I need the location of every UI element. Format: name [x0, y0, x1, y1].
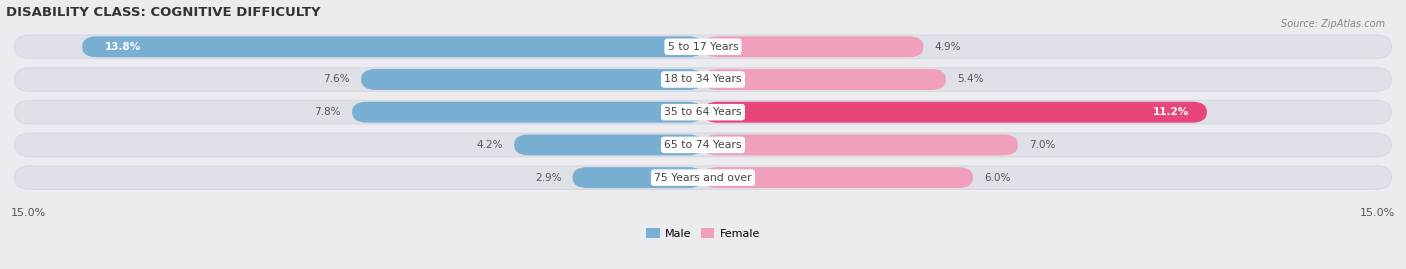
Text: 11.2%: 11.2% [1153, 107, 1189, 117]
Text: 7.6%: 7.6% [323, 75, 350, 84]
Text: 7.8%: 7.8% [315, 107, 340, 117]
Text: 13.8%: 13.8% [104, 42, 141, 52]
FancyBboxPatch shape [352, 102, 703, 123]
FancyBboxPatch shape [703, 69, 946, 90]
Text: 18 to 34 Years: 18 to 34 Years [664, 75, 742, 84]
Text: 75 Years and over: 75 Years and over [654, 173, 752, 183]
FancyBboxPatch shape [572, 167, 703, 188]
Text: 4.9%: 4.9% [935, 42, 962, 52]
Text: 6.0%: 6.0% [984, 173, 1011, 183]
FancyBboxPatch shape [703, 36, 924, 57]
FancyBboxPatch shape [14, 35, 1392, 59]
FancyBboxPatch shape [361, 69, 703, 90]
FancyBboxPatch shape [14, 68, 1392, 91]
Text: 65 to 74 Years: 65 to 74 Years [664, 140, 742, 150]
Text: 2.9%: 2.9% [534, 173, 561, 183]
Text: 5.4%: 5.4% [957, 75, 984, 84]
FancyBboxPatch shape [515, 134, 703, 155]
Text: 35 to 64 Years: 35 to 64 Years [664, 107, 742, 117]
Text: 7.0%: 7.0% [1029, 140, 1056, 150]
Text: 5 to 17 Years: 5 to 17 Years [668, 42, 738, 52]
FancyBboxPatch shape [703, 102, 1206, 123]
Legend: Male, Female: Male, Female [641, 224, 765, 243]
FancyBboxPatch shape [703, 167, 973, 188]
Text: Source: ZipAtlas.com: Source: ZipAtlas.com [1281, 19, 1385, 29]
FancyBboxPatch shape [14, 166, 1392, 189]
FancyBboxPatch shape [14, 100, 1392, 124]
FancyBboxPatch shape [82, 36, 703, 57]
FancyBboxPatch shape [703, 134, 1018, 155]
FancyBboxPatch shape [14, 133, 1392, 157]
Text: DISABILITY CLASS: COGNITIVE DIFFICULTY: DISABILITY CLASS: COGNITIVE DIFFICULTY [6, 6, 321, 19]
Text: 4.2%: 4.2% [477, 140, 503, 150]
